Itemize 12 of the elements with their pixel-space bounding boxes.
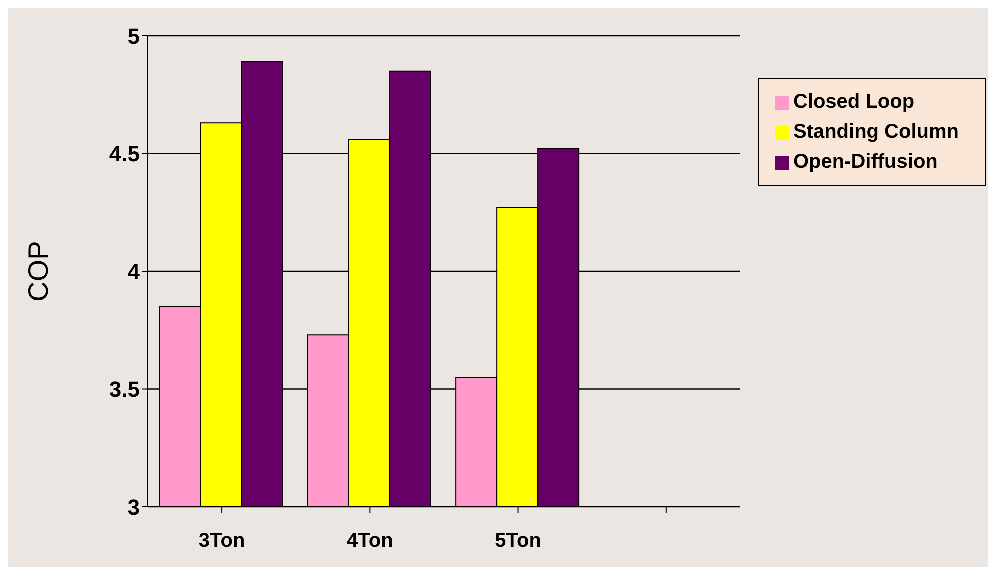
x-tick-label: 4Ton xyxy=(347,530,394,552)
y-tick-label: 4.5 xyxy=(109,142,140,167)
y-tick-label: 5 xyxy=(128,24,140,49)
legend-label: Open-Diffusion xyxy=(793,151,938,173)
y-tick-label: 4 xyxy=(128,259,141,284)
x-tick-label: 3Ton xyxy=(198,530,246,552)
legend-label: Closed Loop xyxy=(793,91,915,113)
legend-label: Standing Column xyxy=(793,121,959,143)
y-tick-label: 3 xyxy=(128,494,140,520)
y-tick-label: 3.5 xyxy=(109,377,140,402)
y-axis-title: COP xyxy=(22,241,54,302)
x-tick-label: 5Ton xyxy=(495,530,542,552)
